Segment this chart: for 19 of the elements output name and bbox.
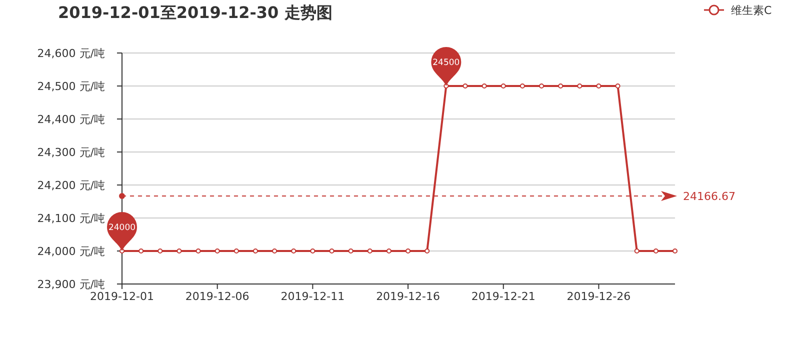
annotation: 24000 (108, 223, 136, 233)
y-tick-label: 24,500 元/吨 (37, 80, 105, 93)
x-tick-label: 2019-12-11 (280, 290, 345, 303)
y-tick-label: 24,200 元/吨 (37, 179, 105, 192)
y-tick-label: 24,400 元/吨 (37, 113, 105, 126)
x-tick-label: 2019-12-06 (185, 290, 250, 303)
legend-label: 维生素C (731, 4, 772, 17)
ref-line-label: 24166.67 (683, 190, 736, 203)
y-tick-label: 24,600 元/吨 (37, 47, 105, 60)
x-tick-label: 2019-12-01 (90, 290, 154, 303)
y-tick-label: 24,000 元/吨 (37, 245, 105, 258)
y-tick-label: 24,300 元/吨 (37, 146, 105, 159)
y-tick-label: 23,900 元/吨 (37, 278, 105, 291)
x-tick-label: 2019-12-16 (376, 290, 440, 303)
x-tick-label: 2019-12-21 (471, 290, 536, 303)
x-tick-label: 2019-12-26 (566, 290, 631, 303)
y-tick-label: 24,100 元/吨 (37, 212, 105, 225)
annotation: 24500 (432, 58, 460, 68)
chart-title: 2019-12-01至2019-12-30 走势图 (58, 3, 332, 22)
